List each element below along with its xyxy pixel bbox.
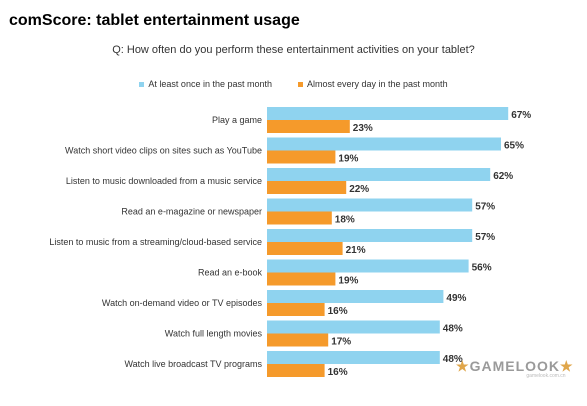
bar-monthly-cat-2: [267, 168, 491, 181]
bar-monthly-cat-0: [267, 107, 509, 120]
legend-swatch-daily: [298, 81, 303, 87]
value-label-daily-cat-2: 22%: [349, 184, 369, 195]
value-label-monthly-cat-0: 67%: [511, 110, 531, 121]
bar-daily-cat-3: [267, 211, 332, 225]
category-label-cat-8: Watch live broadcast TV programs: [124, 359, 262, 369]
bar-monthly-cat-4: [267, 229, 473, 242]
star-icon: ★: [560, 358, 574, 374]
watermark-subtext: gamelook.com.cn: [526, 373, 566, 379]
category-label-cat-7: Watch full length movies: [165, 329, 263, 339]
bar-monthly-cat-3: [267, 198, 473, 212]
category-label-cat-0: Play a game: [212, 115, 262, 125]
legend-item-daily: Almost every day in the past month: [298, 79, 448, 89]
gamelook-watermark: ★GAMELOOK★ gamelook.com.cn: [456, 358, 574, 379]
value-label-monthly-cat-4: 57%: [475, 232, 495, 243]
category-label-cat-6: Watch on-demand video or TV episodes: [102, 298, 263, 308]
bar-monthly-cat-7: [267, 320, 440, 334]
bar-monthly-cat-5: [267, 259, 469, 273]
legend-label-monthly: At least once in the past month: [148, 79, 272, 89]
value-label-daily-cat-3: 18%: [335, 215, 355, 226]
category-label-cat-1: Watch short video clips on sites such as…: [65, 146, 262, 156]
category-label-cat-4: Listen to music from a streaming/cloud-b…: [49, 237, 262, 247]
value-label-daily-cat-7: 17%: [331, 337, 351, 348]
value-label-monthly-cat-6: 49%: [446, 293, 466, 304]
value-label-monthly-cat-1: 65%: [504, 141, 524, 152]
bar-daily-cat-1: [267, 150, 336, 164]
value-label-monthly-cat-5: 56%: [472, 263, 492, 274]
star-icon: ★: [456, 358, 470, 374]
category-label-cat-5: Read an e-book: [198, 268, 263, 278]
bar-monthly-cat-8: [267, 351, 440, 364]
bar-daily-cat-8: [267, 364, 325, 377]
category-label-cat-2: Listen to music downloaded from a music …: [66, 176, 262, 186]
legend-item-monthly: At least once in the past month: [139, 79, 272, 89]
value-label-daily-cat-0: 23%: [353, 123, 373, 134]
bar-daily-cat-6: [267, 303, 325, 316]
value-label-daily-cat-1: 19%: [338, 154, 358, 165]
chart-title: Q: How often do you perform these entert…: [112, 44, 475, 56]
bar-daily-cat-7: [267, 333, 329, 347]
bar-monthly-cat-6: [267, 290, 444, 303]
legend-label-daily: Almost every day in the past month: [307, 79, 448, 89]
value-label-daily-cat-5: 19%: [338, 276, 358, 287]
page-heading: comScore: tablet entertainment usage: [9, 12, 300, 29]
category-label-cat-3: Read an e-magazine or newspaper: [121, 207, 262, 217]
bar-daily-cat-2: [267, 181, 347, 194]
value-label-daily-cat-4: 21%: [346, 245, 366, 256]
value-label-monthly-cat-8: 48%: [443, 354, 463, 365]
value-label-monthly-cat-3: 57%: [475, 202, 495, 213]
watermark-logo: ★GAMELOOK★: [456, 358, 574, 375]
value-label-daily-cat-6: 16%: [328, 306, 348, 317]
value-label-daily-cat-8: 16%: [328, 367, 348, 378]
bar-daily-cat-0: [267, 120, 350, 133]
legend-swatch-monthly: [139, 81, 145, 87]
chart-legend: At least once in the past month Almost e…: [0, 79, 587, 89]
bar-daily-cat-4: [267, 242, 343, 255]
watermark-text: GAMELOOK: [469, 358, 561, 374]
value-label-monthly-cat-2: 62%: [493, 171, 513, 182]
value-label-monthly-cat-7: 48%: [443, 324, 463, 335]
bar-monthly-cat-1: [267, 137, 501, 151]
bar-daily-cat-5: [267, 272, 336, 286]
